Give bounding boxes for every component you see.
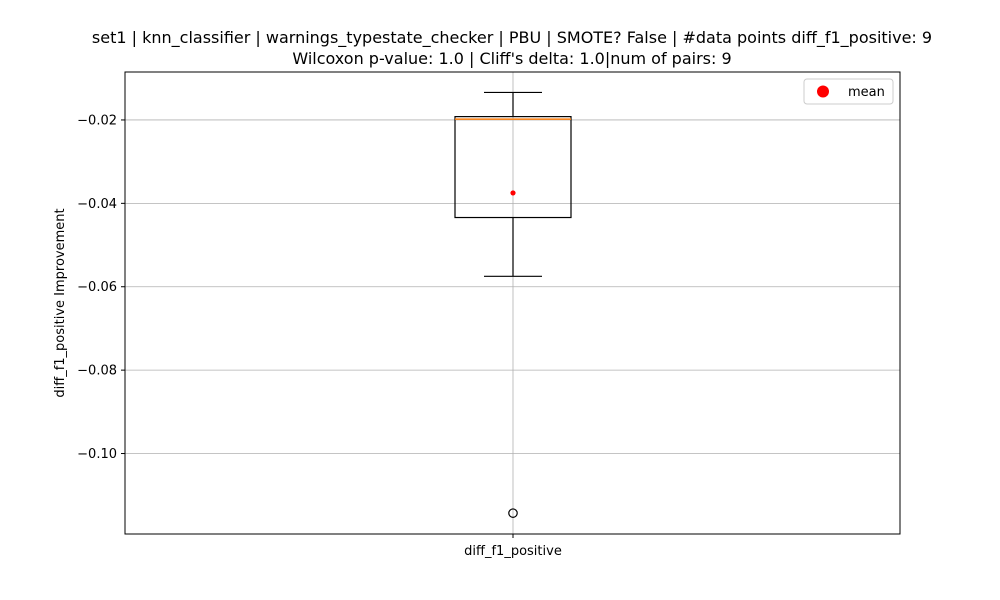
boxplot-group	[454, 91, 572, 518]
legend-mean-label: mean	[848, 85, 885, 100]
x-axis-ticks: diff_f1_positive	[464, 534, 562, 559]
legend-frame	[803, 78, 894, 105]
grid-lines	[125, 72, 900, 534]
y-tick-label: −0.10	[77, 447, 117, 462]
iqr-box	[454, 116, 572, 219]
y-tick-label: −0.04	[77, 197, 117, 212]
y-axis-label: diff_f1_positive Improvement	[53, 208, 68, 397]
outlier-point	[508, 508, 518, 518]
mean-point	[510, 190, 516, 196]
legend-mean-marker	[817, 85, 829, 98]
chart-subtitle: Wilcoxon p-value: 1.0 | Cliff's delta: 1…	[292, 49, 731, 68]
y-axis-ticks: −0.02 −0.04 −0.06 −0.08 −0.10	[77, 113, 125, 462]
y-tick-label: −0.06	[77, 280, 117, 295]
chart-title: set1 | knn_classifier | warnings_typesta…	[92, 28, 932, 48]
legend: mean	[803, 78, 894, 105]
y-tick-label: −0.02	[77, 113, 117, 128]
y-tick-label: −0.08	[77, 364, 117, 379]
x-tick-label: diff_f1_positive	[464, 544, 562, 559]
